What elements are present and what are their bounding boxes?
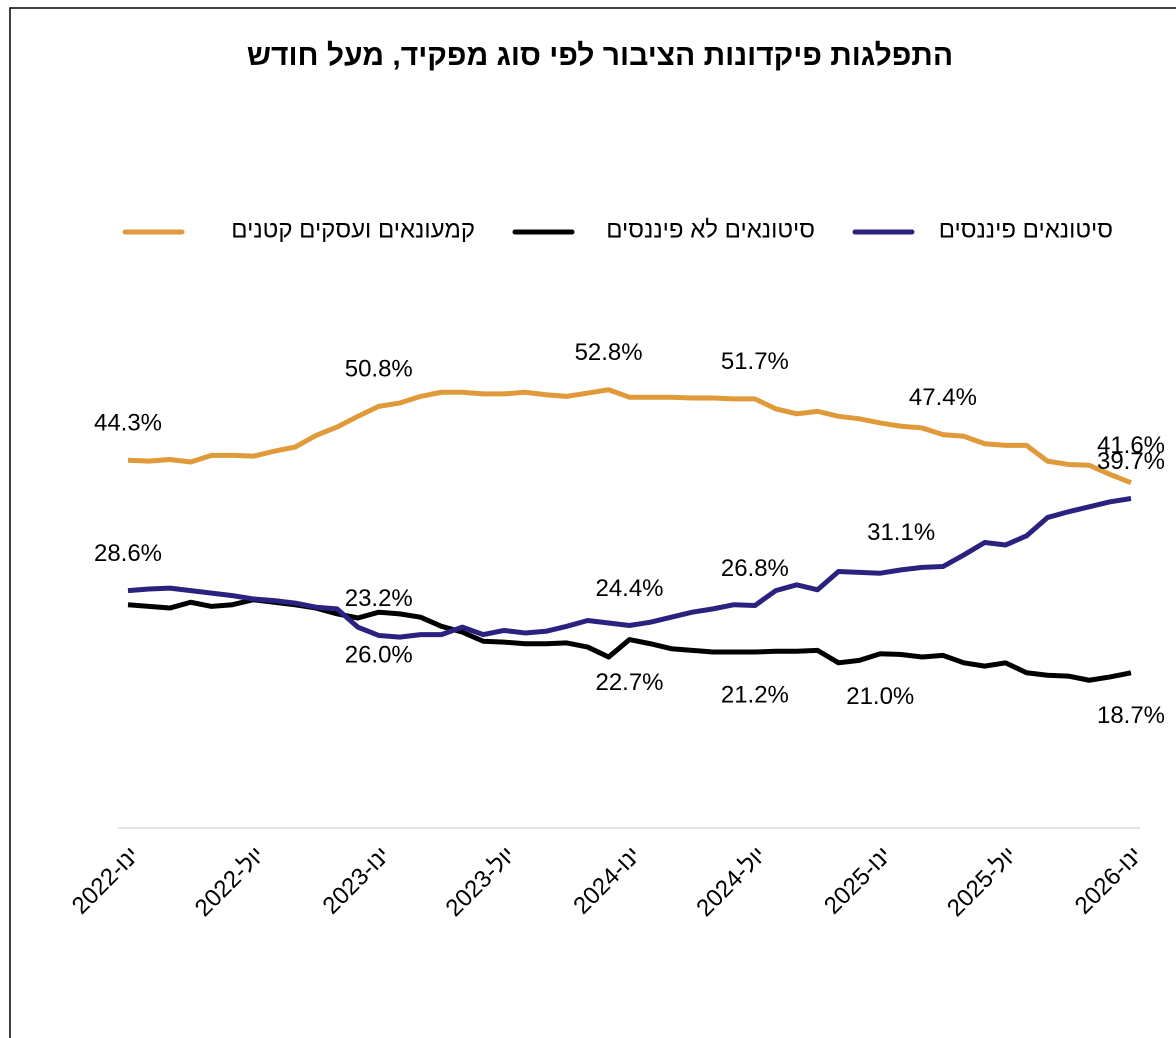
data-label: 52.8% <box>575 339 643 366</box>
data-label: 44.3% <box>94 410 162 437</box>
data-label: 41.6% <box>1097 432 1165 459</box>
legend-label: קמעונאים ועסקים קטנים <box>231 216 475 243</box>
data-label: 21.0% <box>846 683 914 710</box>
chart-frame <box>9 7 1176 1038</box>
data-label: 39.7% <box>1097 448 1165 475</box>
data-label: 24.4% <box>595 575 663 602</box>
series-line <box>127 387 1132 486</box>
legend-label: סיטונאים לא פיננסים <box>606 216 815 243</box>
data-label: 47.4% <box>909 384 977 411</box>
data-label: 28.6% <box>94 540 162 567</box>
data-label: 23.2% <box>345 585 413 612</box>
data-label: 21.2% <box>721 681 789 708</box>
data-label: 51.7% <box>721 348 789 375</box>
data-label: 31.1% <box>867 519 935 546</box>
chart-title: התפלגות פיקדונות הציבור לפי סוג מפקיד, מ… <box>247 39 953 72</box>
series-line <box>127 496 1132 640</box>
data-label: 26.8% <box>721 555 789 582</box>
data-label: 22.7% <box>595 669 663 696</box>
data-label: 18.7% <box>1097 702 1165 729</box>
data-label: 50.8% <box>345 356 413 383</box>
data-label: 26.0% <box>345 642 413 669</box>
legend-label: סיטונאים פיננסים <box>939 216 1113 243</box>
